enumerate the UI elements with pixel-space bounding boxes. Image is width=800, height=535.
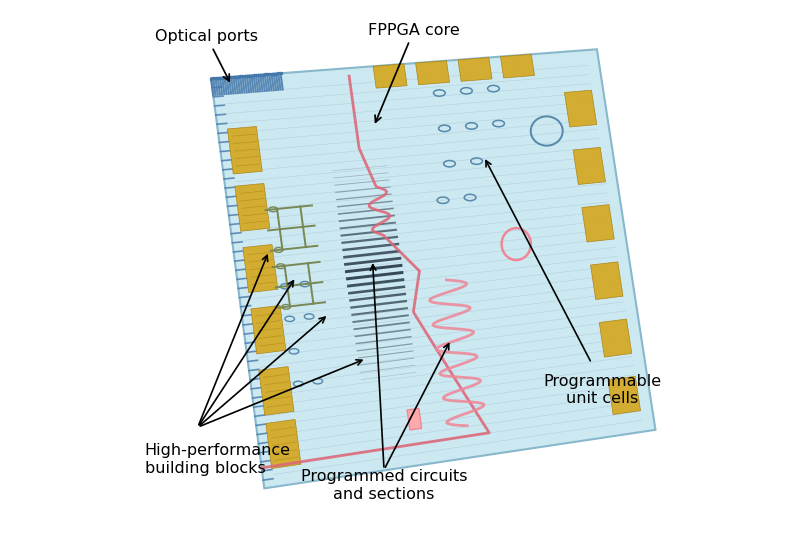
Polygon shape [235,184,270,231]
Polygon shape [259,366,294,415]
Polygon shape [599,319,632,357]
Polygon shape [415,60,450,85]
Text: Programmable
unit cells: Programmable unit cells [543,374,662,407]
Polygon shape [458,57,492,81]
Text: Optical ports: Optical ports [155,29,258,81]
Polygon shape [573,148,606,185]
Polygon shape [251,305,286,354]
Text: Programmed circuits
and sections: Programmed circuits and sections [301,469,467,502]
Polygon shape [501,54,534,78]
Polygon shape [608,376,641,415]
Polygon shape [227,126,262,174]
Polygon shape [407,408,422,430]
Polygon shape [373,64,407,88]
Polygon shape [590,262,623,300]
Polygon shape [582,205,614,242]
Polygon shape [243,244,278,293]
Text: FPPGA core: FPPGA core [368,22,460,122]
Text: High-performance
building blocks: High-performance building blocks [145,443,290,476]
Polygon shape [266,419,301,469]
Polygon shape [565,90,597,127]
Polygon shape [211,49,655,488]
